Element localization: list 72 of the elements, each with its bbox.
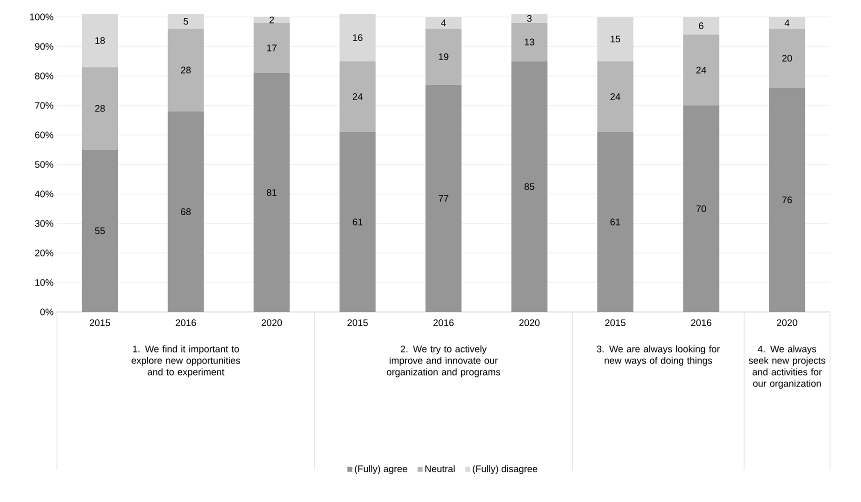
y-tick-label: 100% bbox=[30, 14, 54, 20]
data-label: 24 bbox=[696, 66, 706, 74]
data-label: 4 bbox=[441, 20, 446, 26]
data-label: 76 bbox=[782, 196, 792, 204]
data-label: 2 bbox=[270, 16, 274, 24]
data-label: 5 bbox=[184, 18, 188, 25]
y-tick-label: 90% bbox=[35, 43, 54, 50]
bar bbox=[769, 88, 806, 312]
y-tick-label: 60% bbox=[35, 132, 54, 138]
data-label: 77 bbox=[438, 195, 448, 202]
bar bbox=[683, 105, 720, 312]
legend-label: (Fully) agree bbox=[354, 465, 408, 474]
bar bbox=[597, 61, 634, 132]
bar bbox=[425, 84, 462, 312]
y-tick-label: 0% bbox=[40, 308, 54, 316]
data-label: 6 bbox=[699, 22, 704, 30]
x-tick-label: 2016 bbox=[691, 319, 712, 326]
bar bbox=[511, 22, 548, 62]
legend-label: Neutral bbox=[425, 465, 455, 472]
y-tick-label: 70% bbox=[35, 102, 54, 109]
data-label: 16 bbox=[353, 34, 362, 41]
x-tick-label: 2015 bbox=[348, 319, 368, 326]
x-tick-label: 2015 bbox=[605, 319, 626, 326]
data-label: 70 bbox=[696, 205, 706, 212]
bar bbox=[82, 67, 118, 150]
data-label: 17 bbox=[267, 44, 277, 52]
text: 4. We always seek new projects and activities for our organization bbox=[748, 345, 826, 389]
bar bbox=[340, 132, 376, 312]
data-label: 61 bbox=[610, 218, 620, 226]
data-label: 28 bbox=[181, 66, 191, 74]
data-label: 19 bbox=[438, 53, 448, 60]
bar bbox=[683, 34, 720, 106]
data-label: 28 bbox=[95, 105, 105, 112]
legend-label: (Fully) disagree bbox=[472, 465, 538, 474]
bar bbox=[168, 111, 204, 312]
x-tick-label: 2015 bbox=[90, 319, 110, 326]
data-label: 24 bbox=[610, 93, 620, 100]
data-label: 15 bbox=[610, 36, 620, 42]
y-tick-label: 20% bbox=[35, 250, 54, 256]
bar bbox=[82, 150, 118, 312]
data-label: 81 bbox=[266, 189, 277, 196]
bar bbox=[168, 28, 204, 112]
bar bbox=[254, 22, 290, 73]
data-label: 24 bbox=[352, 93, 363, 100]
data-label: 68 bbox=[181, 208, 191, 216]
data-label: 4 bbox=[784, 20, 790, 26]
text: 2. We try to actively improve and innovate our organization and programs bbox=[386, 345, 500, 378]
bar bbox=[511, 61, 548, 312]
text: 3. We are always looking for new ways of doing things bbox=[596, 345, 720, 366]
y-tick-label: 30% bbox=[34, 220, 54, 227]
bar bbox=[769, 28, 806, 88]
y-tick-label: 40% bbox=[34, 190, 54, 198]
data-label: 55 bbox=[95, 228, 105, 234]
bar bbox=[597, 132, 634, 312]
data-label: 18 bbox=[95, 37, 105, 44]
x-tick-label: 2016 bbox=[176, 319, 196, 326]
bar bbox=[425, 28, 462, 85]
bar bbox=[340, 61, 376, 132]
data-label: 85 bbox=[524, 183, 534, 190]
data-label: 3 bbox=[527, 15, 532, 22]
data-label: 13 bbox=[524, 38, 534, 46]
bar bbox=[254, 73, 290, 312]
y-tick-label: 80% bbox=[35, 72, 54, 80]
data-label: 61 bbox=[352, 218, 362, 226]
text: 1. We find it important to explore new opportunities and to experiment bbox=[132, 345, 240, 378]
data-label: 20 bbox=[782, 54, 792, 62]
y-tick-label: 50% bbox=[35, 161, 54, 168]
x-tick-label: 2016 bbox=[433, 319, 454, 326]
x-tick-label: 2020 bbox=[519, 319, 540, 326]
x-tick-label: 2020 bbox=[776, 319, 798, 326]
y-tick-label: 10% bbox=[35, 279, 54, 286]
x-tick-label: 2020 bbox=[262, 319, 282, 326]
